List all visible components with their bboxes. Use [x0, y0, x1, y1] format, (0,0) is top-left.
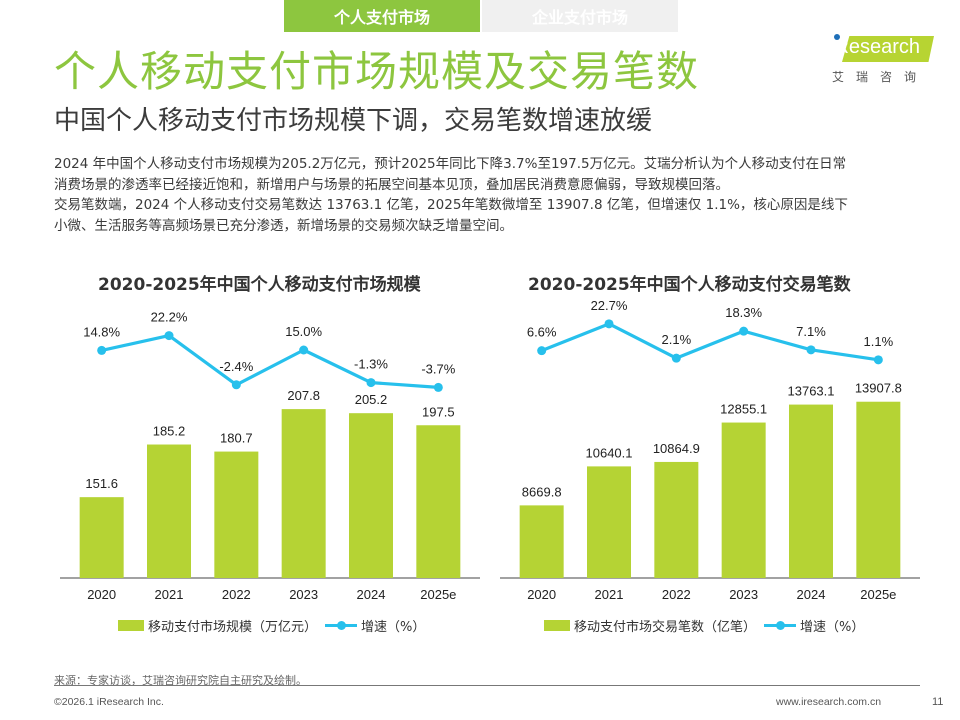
summary-line: 消费场景的渗透率已经接近饱和，新增用户与场景的拓展空间基本见顶，叠加居民消费意愿…: [54, 176, 729, 193]
growth-data-label: 14.8%: [83, 324, 120, 339]
growth-data-label: 22.7%: [591, 298, 628, 313]
growth-point: [433, 382, 443, 392]
bar: [654, 461, 699, 578]
bar: [147, 444, 191, 578]
bar: [519, 505, 564, 578]
growth-data-label: -1.3%: [354, 357, 388, 372]
growth-line: [101, 333, 439, 389]
x-tick-label: 2021: [595, 587, 624, 602]
bar: [856, 401, 901, 578]
x-tick-label: 2024: [357, 587, 386, 602]
page-title: 个人移动支付市场规模及交易笔数: [54, 47, 700, 96]
summary-line: 交易笔数端，2024 个人移动支付交易笔数达 13763.1 亿笔，2025年笔…: [54, 197, 848, 213]
bar: [281, 409, 326, 578]
source-note: 来源：专家访谈，艾瑞咨询研究院自主研究及绘制。: [54, 674, 307, 687]
x-tick-label: 2025e: [420, 587, 456, 602]
tab-personal-payment[interactable]: 个人支付市场: [284, 0, 480, 32]
bar-data-label: 10640.1: [586, 445, 633, 460]
growth-line: [541, 322, 879, 362]
x-tick-label: 2023: [289, 587, 318, 602]
x-tick-label: 2023: [729, 587, 758, 602]
growth-point: [873, 355, 883, 365]
summary-line: 小微、生活服务等高频场景已充分渗透，新增场景的交易频次缺乏增量空间。: [54, 217, 513, 234]
growth-data-label: -2.4%: [219, 359, 253, 374]
legend-bar-swatch: [544, 620, 570, 631]
bar-data-label: 180.7: [220, 431, 253, 446]
chart-transaction-count: 8669.8 2020 10640.1 2021 10864.9 2022 12855.1 2…: [500, 298, 920, 602]
growth-data-label: -3.7%: [421, 361, 455, 376]
footer-divider: [54, 685, 920, 686]
bar: [587, 466, 631, 578]
bar-data-label: 8669.8: [522, 484, 562, 499]
growth-point: [671, 353, 681, 363]
legend-bar-label: 移动支付市场交易笔数（亿笔）: [574, 620, 757, 635]
iresearch-logo: iResearch 艾瑞咨询: [822, 34, 934, 84]
growth-point: [299, 345, 309, 355]
x-tick-label: 2020: [527, 587, 556, 602]
legend-line-marker-icon: [764, 621, 797, 630]
growth-data-label: 2.1%: [662, 332, 692, 347]
growth-point: [739, 326, 749, 336]
bar-data-label: 13907.8: [855, 381, 902, 396]
bar-data-label: 207.8: [287, 388, 320, 403]
legend-bar-swatch: [118, 620, 144, 631]
logo-dot-icon: [834, 34, 840, 40]
page-subtitle: 中国个人移动支付市场规模下调，交易笔数增速放缓: [54, 106, 653, 136]
legend-line-marker-icon: [325, 621, 358, 630]
bar: [214, 451, 259, 578]
x-tick-label: 2022: [662, 587, 691, 602]
bar-data-label: 197.5: [422, 404, 455, 419]
bar: [721, 422, 766, 578]
growth-point: [366, 378, 376, 388]
website-link[interactable]: www.iresearch.com.cn: [776, 696, 882, 708]
logo-background: [842, 36, 934, 62]
x-tick-label: 2022: [222, 587, 251, 602]
summary-paragraph: 2024 年中国个人移动支付市场规模为205.2万亿元，预计2025年同比下降3…: [54, 154, 924, 236]
growth-data-label: 6.6%: [527, 325, 557, 340]
legend-market-size: 移动支付市场规模（万亿元） 增速（%）: [118, 616, 425, 635]
page-number: 11: [932, 696, 944, 708]
bar-data-label: 205.2: [355, 392, 388, 407]
bar: [79, 497, 124, 578]
bar-data-label: 185.2: [153, 424, 186, 439]
growth-point: [806, 345, 816, 355]
x-tick-label: 2021: [155, 587, 184, 602]
growth-data-label: 22.2%: [151, 310, 188, 325]
growth-point: [164, 331, 174, 341]
x-tick-label: 2025e: [860, 587, 896, 602]
bar-data-label: 10864.9: [653, 441, 700, 456]
bar: [416, 425, 461, 578]
bar: [349, 413, 393, 578]
legend-line-label: 增速（%）: [800, 620, 865, 635]
bar: [789, 404, 833, 578]
tab-enterprise-payment[interactable]: 企业支付市场: [482, 0, 678, 32]
legend-line-label: 增速（%）: [361, 620, 426, 635]
chart-title-market-size: 2020-2025年中国个人移动支付市场规模: [98, 275, 421, 295]
growth-point: [537, 346, 547, 356]
growth-point: [604, 319, 614, 329]
bar-data-label: 12855.1: [720, 402, 767, 417]
bar-data-label: 13763.1: [788, 384, 835, 399]
x-tick-label: 2024: [797, 587, 826, 602]
legend-bar-label: 移动支付市场规模（万亿元）: [148, 620, 318, 635]
growth-data-label: 15.0%: [285, 324, 322, 339]
copyright: ©2026.1 iResearch Inc.: [54, 696, 164, 708]
logo-chinese-text: 艾瑞咨询: [832, 70, 929, 84]
growth-data-label: 18.3%: [725, 305, 762, 320]
growth-point: [231, 380, 241, 390]
growth-point: [97, 345, 107, 355]
chart-title-transactions: 2020-2025年中国个人移动支付交易笔数: [528, 275, 851, 295]
logo-brand-text: iResearch: [830, 36, 921, 58]
growth-data-label: 1.1%: [864, 334, 894, 349]
legend-transactions: 移动支付市场交易笔数（亿笔） 增速（%）: [544, 616, 864, 635]
chart-market-size: 151.6 2020 185.2 2021 180.7 2022 207.8 2023 205.…: [60, 310, 480, 602]
growth-data-label: 7.1%: [796, 324, 826, 339]
summary-line: 2024 年中国个人移动支付市场规模为205.2万亿元，预计2025年同比下降3…: [54, 156, 847, 172]
x-tick-label: 2020: [87, 587, 116, 602]
bar-data-label: 151.6: [85, 476, 118, 491]
